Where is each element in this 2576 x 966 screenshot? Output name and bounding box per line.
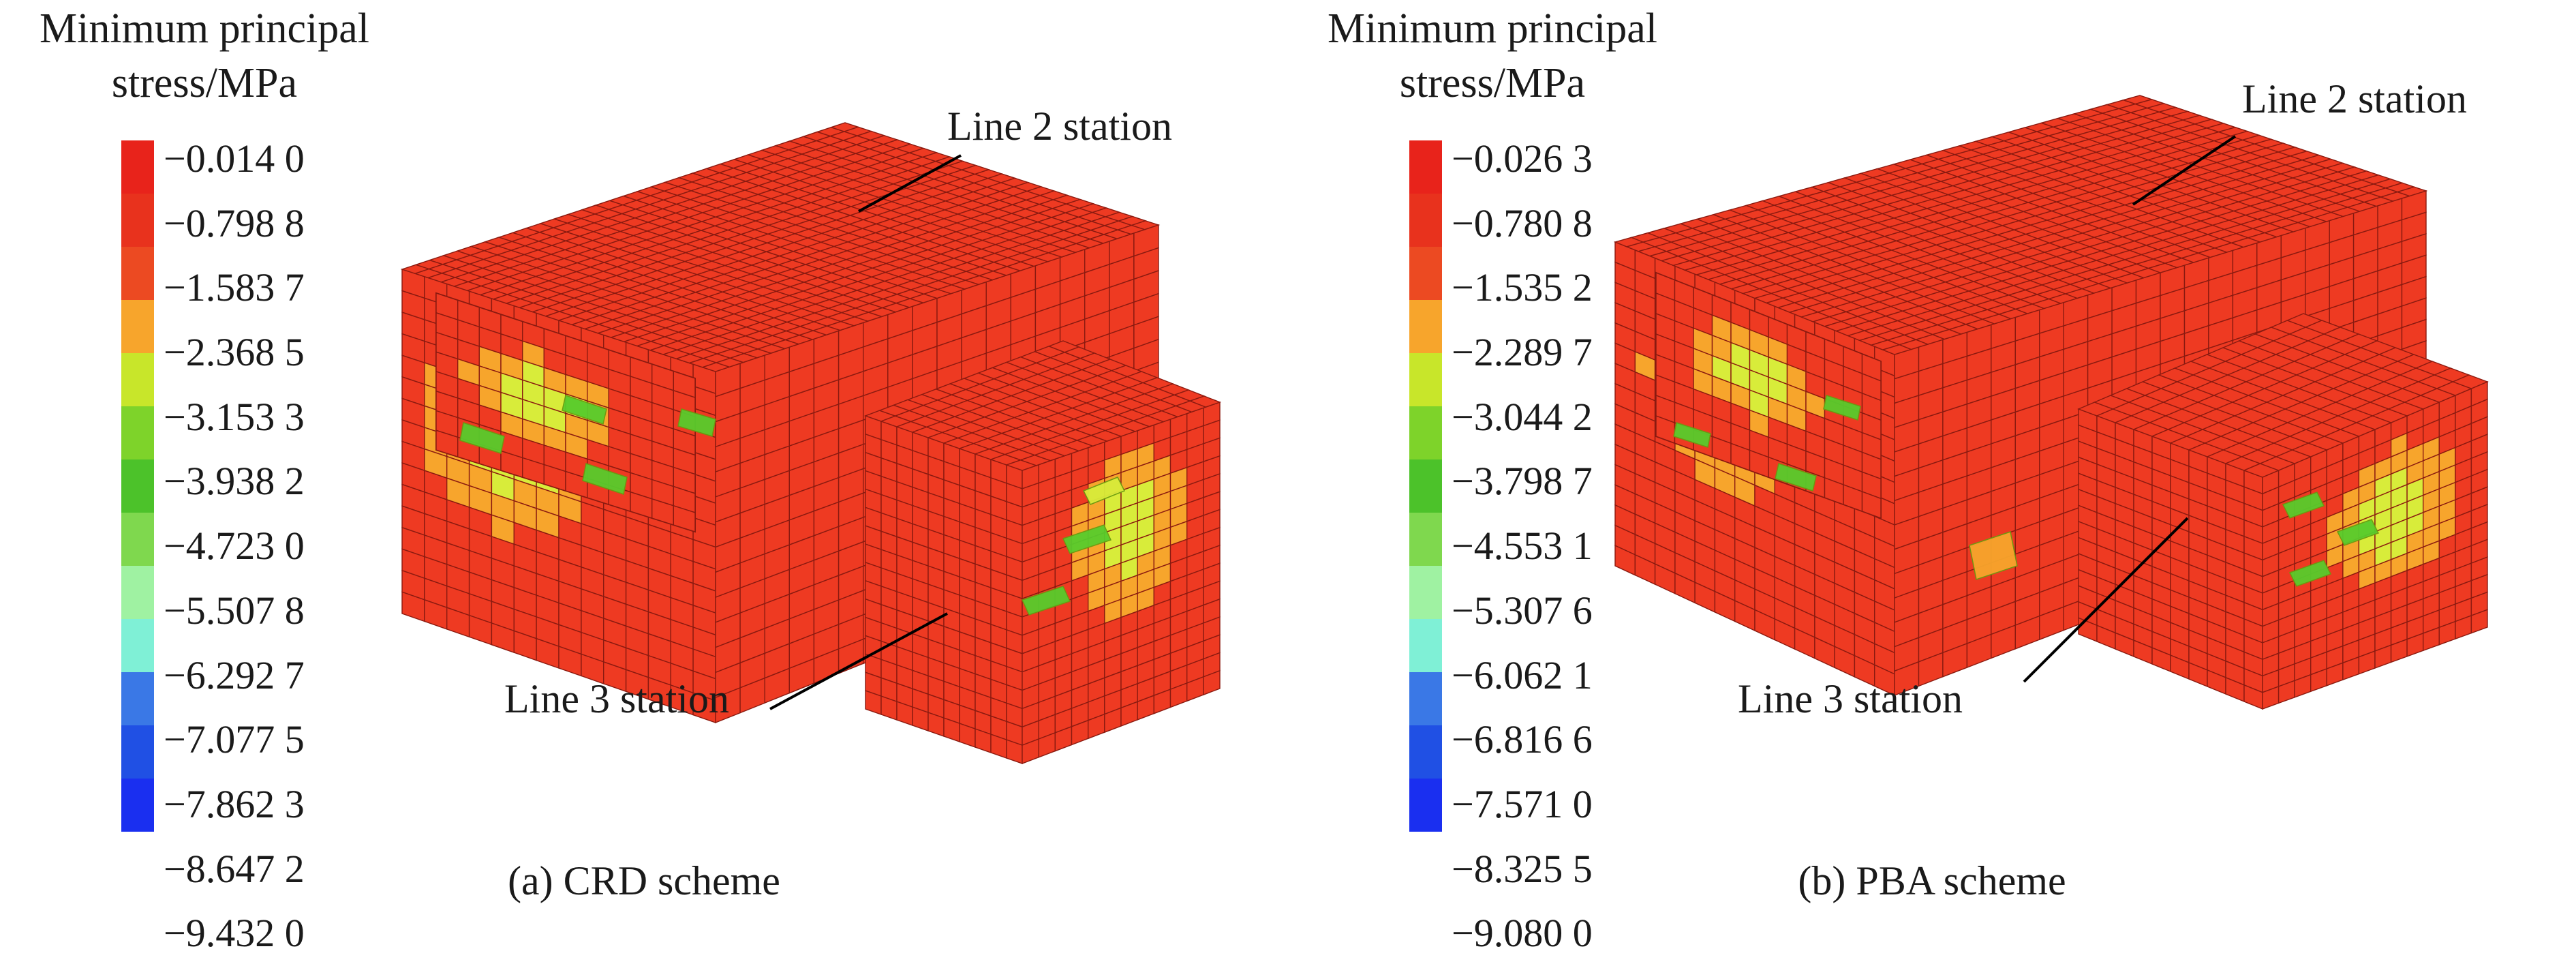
leader-line-2: [2132, 135, 2237, 206]
colorbar-segment: [121, 459, 154, 513]
colorbar-tick-label: −3.938 2: [164, 459, 305, 504]
colorbar-segment: [1409, 566, 1442, 619]
colorbar-tick-label: −3.153 3: [164, 394, 305, 439]
small-box-right-face: [2262, 380, 2488, 710]
panel-pba: Minimum principal stress/MPa −0.026 3 −0.…: [1288, 0, 2576, 955]
colorbar-segment: [1409, 725, 1442, 779]
green-patch: [2336, 519, 2380, 546]
green-patch: [677, 408, 716, 437]
green-patch: [562, 395, 607, 425]
leader-line-3: [2023, 517, 2189, 683]
fe-model-crd: [400, 122, 1222, 765]
colorbar-segment: [1409, 353, 1442, 406]
colorbar-segment: [121, 779, 154, 832]
green-patch: [1673, 422, 1711, 448]
colorbar-segment: [1409, 513, 1442, 566]
panel-crd: Minimum principal stress/MPa −0.014 0 −0.…: [0, 0, 1288, 955]
colorbar-tick-label: −8.325 5: [1452, 846, 1593, 891]
colorbar-tick-label: −2.368 5: [164, 330, 305, 375]
colorbar-ticks: −0.026 3 −0.780 8 −1.535 2 −2.289 7 −3.044 2…: [1452, 127, 1593, 966]
colorbar-segment: [121, 619, 154, 672]
callout-line-2-station: Line 2 station: [947, 104, 1172, 149]
colorbar-tick-label: −0.798 8: [164, 200, 305, 245]
colorbar-segment: [1409, 194, 1442, 247]
colorbar-segment: [121, 566, 154, 619]
colorbar-tick-label: −2.289 7: [1452, 330, 1593, 375]
small-box-top-face: [2077, 313, 2489, 478]
colorbar-segment: [121, 353, 154, 406]
colorbar-segment: [121, 300, 154, 353]
fe-model-pba: [1613, 95, 2489, 710]
colorbar-segment: [121, 140, 154, 194]
small-box-right-face: [1022, 402, 1221, 765]
colorbar-tick-label: −4.723 0: [164, 524, 305, 569]
colorbar-tick-label: −4.553 1: [1452, 524, 1593, 569]
colorbar-tick-label: −1.535 2: [1452, 265, 1593, 310]
colorbar-segment: [121, 513, 154, 566]
colorbar-tick-label: −5.507 8: [164, 588, 305, 633]
colorbar-tick-label: −7.862 3: [164, 781, 305, 826]
big-box-opening-mesh: [1655, 271, 1882, 519]
colorbar-tick-label: −9.432 0: [164, 911, 305, 956]
small-box-top-face: [863, 340, 1222, 471]
colorbar-tick-label: −3.044 2: [1452, 394, 1593, 439]
yellow-patch: [1082, 477, 1126, 505]
colorbar-segment: [121, 194, 154, 247]
green-patch: [2288, 560, 2332, 587]
colorbar-tick-label: −5.307 6: [1452, 588, 1593, 633]
leader-line-2: [858, 154, 962, 213]
colorbar-segment: [1409, 300, 1442, 353]
big-box-top-face: [1613, 95, 2428, 355]
small-box-front-face: [2078, 408, 2263, 710]
caption: (a) CRD scheme: [508, 858, 780, 903]
green-patch: [1021, 586, 1071, 616]
green-patch: [582, 463, 628, 495]
colorbar-segment: [1409, 672, 1442, 725]
warm-patch: [1969, 531, 2018, 580]
legend-title: Minimum principal stress/MPa: [1328, 5, 1657, 106]
green-patch: [459, 422, 505, 454]
colorbar-segment: [1409, 619, 1442, 672]
colorbar: [121, 140, 154, 832]
colorbar: [1409, 140, 1442, 832]
colorbar-segment: [1409, 406, 1442, 459]
big-box-top-face: [400, 122, 1161, 372]
colorbar-segment: [121, 406, 154, 459]
colorbar-tick-label: −6.816 6: [1452, 717, 1593, 762]
colorbar-tick-label: −8.647 2: [164, 846, 305, 891]
colorbar-segment: [1409, 459, 1442, 513]
colorbar-tick-label: −0.026 3: [1452, 136, 1593, 181]
green-patch: [1062, 524, 1112, 554]
colorbar-tick-label: −6.292 7: [164, 652, 305, 697]
big-box-opening-mesh: [435, 292, 696, 532]
green-patch: [1775, 463, 1817, 492]
colorbar-tick-label: −1.583 7: [164, 265, 305, 310]
colorbar-segment: [121, 672, 154, 725]
caption: (b) PBA scheme: [1798, 858, 2066, 903]
colorbar-tick-label: −9.080 0: [1452, 911, 1593, 956]
colorbar-tick-label: −0.780 8: [1452, 200, 1593, 245]
small-box-front-face: [865, 415, 1023, 764]
colorbar-segment: [1409, 247, 1442, 300]
colorbar-segment: [1409, 140, 1442, 194]
callout-line-2-station: Line 2 station: [2242, 76, 2467, 121]
colorbar-tick-label: −7.077 5: [164, 717, 305, 762]
colorbar-tick-label: −6.062 1: [1452, 652, 1593, 697]
callout-line-3-station: Line 3 station: [1738, 676, 1963, 721]
colorbar-tick-label: −0.014 0: [164, 136, 305, 181]
green-patch: [1823, 395, 1861, 421]
green-patch: [2282, 492, 2325, 519]
colorbar-segment: [1409, 779, 1442, 832]
colorbar-tick-label: −3.798 7: [1452, 459, 1593, 504]
colorbar-segment: [121, 725, 154, 779]
colorbar-segment: [121, 247, 154, 300]
colorbar-tick-label: −7.571 0: [1452, 781, 1593, 826]
callout-line-3-station: Line 3 station: [504, 676, 729, 721]
legend-title: Minimum principal stress/MPa: [40, 5, 369, 106]
leader-line-3: [769, 612, 948, 710]
